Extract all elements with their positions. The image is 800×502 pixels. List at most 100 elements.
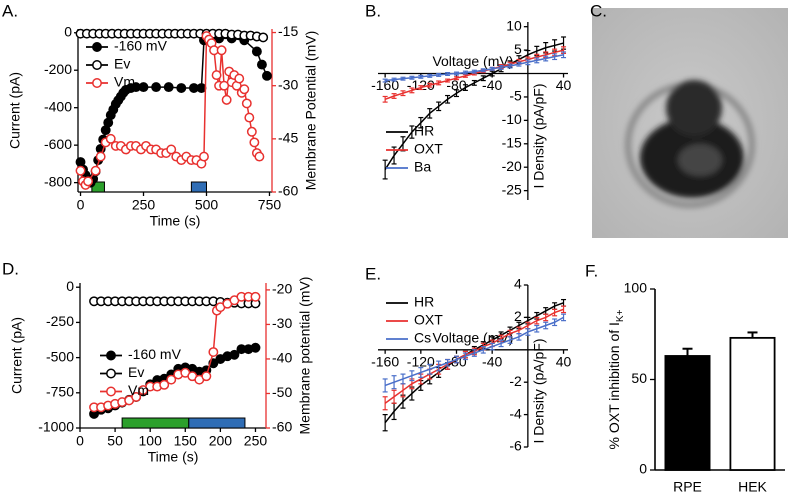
y-tick-label: -250 (46, 313, 74, 329)
x-tick-label: 0 (77, 197, 85, 213)
error-bar (418, 367, 424, 378)
error-bar (507, 63, 513, 69)
error-bar (471, 79, 477, 86)
data-point (163, 82, 174, 93)
panel-label: C. (590, 1, 607, 20)
error-bar (418, 85, 424, 91)
error-bar (453, 71, 459, 76)
error-bar (453, 355, 459, 364)
legend-marker (106, 350, 116, 361)
data-point (75, 165, 86, 176)
error-bar (427, 363, 433, 375)
error-bar (427, 82, 433, 88)
error-bar (453, 89, 459, 98)
error-bar (391, 402, 397, 421)
data-point (250, 291, 261, 302)
legend-label: Ev (128, 364, 144, 380)
y-tick-label: 50 (631, 370, 647, 386)
x-tick-label: 500 (195, 197, 219, 213)
y-tick-label: -750 (46, 384, 74, 400)
series-line (79, 33, 261, 187)
error-bar (427, 108, 433, 119)
y2-axis-label: Membrane potential (mV) (297, 277, 313, 435)
error-bar (543, 307, 549, 315)
y-tick-label: -5 (509, 88, 522, 104)
period-bar (190, 181, 207, 193)
error-bar (552, 308, 558, 317)
error-bar (453, 76, 459, 81)
data-point (131, 391, 142, 402)
error-bar (552, 318, 558, 327)
error-bar (400, 373, 406, 385)
y-tick-label: -10 (502, 111, 522, 127)
legend-marker (92, 42, 102, 52)
data-point (234, 73, 245, 84)
y-tick-label: -2 (509, 373, 522, 389)
y2-tick-label: -30 (272, 315, 292, 331)
data-point (239, 84, 250, 95)
legend-label: Vm (114, 74, 135, 90)
x-tick-label: 50 (107, 433, 123, 449)
error-bar (382, 396, 388, 411)
legend-marker (92, 60, 102, 70)
y-axis-label-sub: K+ (615, 309, 626, 322)
error-bar (462, 352, 468, 361)
x-tick-label: 100 (139, 433, 163, 449)
error-bar (382, 95, 388, 103)
y-tick-label: -6 (509, 438, 522, 454)
legend-label: -160 mV (128, 346, 182, 362)
data-point (201, 371, 212, 382)
y-tick-label: -400 (44, 98, 72, 114)
y2-tick-label: -60 (278, 183, 298, 199)
x-axis-label: Time (s) (148, 449, 199, 465)
y-tick-label: 4 (514, 276, 522, 292)
y-tick-label: 2 (514, 308, 522, 324)
y2-tick-label: -15 (278, 23, 298, 39)
y-axis-label: I Density (pA/pF) (531, 338, 547, 443)
y-tick-label: -15 (502, 134, 522, 150)
x-tick-label: -40 (482, 354, 502, 370)
y-tick-label: -600 (44, 136, 72, 152)
y-tick-label: -200 (44, 61, 72, 77)
error-bar (445, 71, 451, 77)
error-bar (391, 93, 397, 99)
data-point (241, 98, 252, 109)
y-tick-label: -25 (502, 181, 522, 197)
error-bar (507, 336, 513, 344)
y-tick-label: -20 (502, 158, 522, 174)
data-point (105, 133, 116, 144)
data-point (166, 374, 177, 385)
error-bar (543, 321, 549, 330)
x-tick-label: 0 (76, 433, 84, 449)
cell (625, 80, 755, 208)
error-bar (409, 370, 415, 382)
error-bar (409, 87, 415, 94)
legend-label: OXT (414, 312, 443, 328)
panel-label: E. (365, 264, 381, 283)
error-bar (489, 66, 495, 71)
y-tick-label: 0 (66, 278, 74, 294)
data-point (199, 151, 209, 162)
error-bar (436, 360, 442, 372)
error-bar (391, 375, 397, 390)
error-bar (427, 73, 433, 78)
error-bar (534, 57, 540, 64)
y2-axis-label: Membrane Potential (mV) (303, 31, 319, 191)
error-bar (534, 316, 540, 325)
data-point (256, 59, 267, 70)
x-axis-label: Voltage (mV) (432, 53, 513, 69)
legend-marker (106, 386, 116, 397)
legend-label: Ba (414, 159, 431, 175)
error-bar (418, 116, 424, 129)
error-bar (391, 77, 397, 82)
x-tick-label: 40 (556, 77, 572, 93)
error-bar (561, 51, 567, 59)
error-bar (552, 53, 558, 61)
error-bar (516, 61, 522, 67)
legend-marker (92, 78, 102, 88)
x-tick-label: 250 (132, 197, 156, 213)
error-bar (516, 333, 522, 341)
data-point (216, 45, 227, 56)
